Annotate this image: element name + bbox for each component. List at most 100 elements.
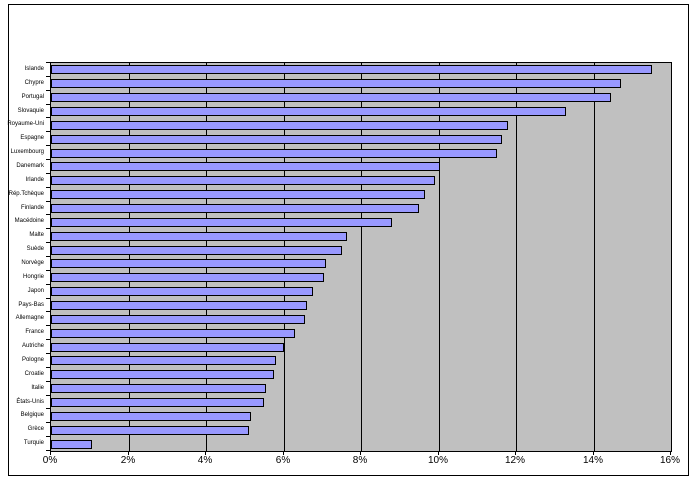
y-axis-tick bbox=[46, 117, 50, 118]
gridline bbox=[284, 63, 285, 451]
category-label: Danemark bbox=[16, 163, 44, 169]
y-axis-tick bbox=[46, 353, 50, 354]
x-axis-tick-label: 8% bbox=[352, 455, 368, 466]
x-axis-tick bbox=[593, 451, 594, 455]
bar bbox=[51, 246, 342, 255]
bar bbox=[51, 412, 251, 421]
x-axis-tick bbox=[438, 451, 439, 455]
x-axis-tick-label: 0% bbox=[42, 455, 58, 466]
bar bbox=[51, 356, 276, 365]
bar bbox=[51, 370, 274, 379]
gridline bbox=[206, 63, 207, 451]
y-axis-tick bbox=[46, 228, 50, 229]
bar bbox=[51, 329, 295, 338]
category-label: Turquie bbox=[23, 440, 44, 446]
x-axis-tick-label: 12% bbox=[504, 455, 526, 466]
x-axis-tick bbox=[283, 451, 284, 455]
x-axis-tick bbox=[360, 451, 361, 455]
category-label: Islande bbox=[24, 66, 44, 72]
category-label: France bbox=[25, 329, 44, 335]
category-label: Italie bbox=[31, 385, 44, 391]
y-axis-tick bbox=[46, 131, 50, 132]
bar bbox=[51, 384, 266, 393]
y-axis-tick bbox=[46, 145, 50, 146]
category-label: Espagne bbox=[20, 135, 44, 141]
bar bbox=[51, 398, 264, 407]
bar bbox=[51, 149, 497, 158]
category-label: Belgique bbox=[20, 412, 44, 418]
bar bbox=[51, 259, 326, 268]
category-label: Pologne bbox=[21, 357, 44, 363]
x-axis-tick-label: 16% bbox=[659, 455, 681, 466]
y-axis-tick bbox=[46, 201, 50, 202]
bar bbox=[51, 287, 313, 296]
x-axis-tick bbox=[50, 451, 51, 455]
y-axis-tick bbox=[46, 325, 50, 326]
bar bbox=[51, 343, 284, 352]
bar bbox=[51, 162, 440, 171]
category-label: Allemagne bbox=[15, 315, 44, 321]
bar bbox=[51, 176, 435, 185]
y-axis-tick bbox=[46, 436, 50, 437]
y-axis-tick bbox=[46, 214, 50, 215]
y-axis-tick bbox=[46, 395, 50, 396]
bar bbox=[51, 426, 249, 435]
category-label: Portugal bbox=[21, 94, 44, 100]
y-axis-tick bbox=[46, 242, 50, 243]
y-axis-tick bbox=[46, 104, 50, 105]
y-axis-tick bbox=[46, 90, 50, 91]
category-label: Hongrie bbox=[22, 274, 44, 280]
category-label: Croatie bbox=[24, 371, 44, 377]
x-axis-tick-label: 10% bbox=[427, 455, 449, 466]
gridline bbox=[439, 63, 440, 451]
bar bbox=[51, 107, 566, 116]
bar bbox=[51, 93, 611, 102]
category-label: Royaume-Uni bbox=[7, 121, 44, 127]
bar bbox=[51, 79, 621, 88]
bar bbox=[51, 273, 324, 282]
y-axis-tick bbox=[46, 284, 50, 285]
x-axis-tick-label: 14% bbox=[582, 455, 604, 466]
bar bbox=[51, 204, 419, 213]
category-label: Finlande bbox=[20, 205, 44, 211]
category-label: Luxembourg bbox=[10, 149, 44, 155]
bar bbox=[51, 190, 425, 199]
y-axis-tick bbox=[46, 298, 50, 299]
plot-area bbox=[50, 62, 672, 452]
y-axis-tick bbox=[46, 187, 50, 188]
bar bbox=[51, 232, 347, 241]
bar bbox=[51, 135, 502, 144]
y-axis-tick bbox=[46, 311, 50, 312]
y-axis-tick bbox=[46, 367, 50, 368]
y-axis-tick bbox=[46, 339, 50, 340]
y-axis-tick bbox=[46, 173, 50, 174]
y-axis-tick bbox=[46, 381, 50, 382]
bar bbox=[51, 65, 652, 74]
gridline bbox=[361, 63, 362, 451]
category-label: Irlande bbox=[25, 177, 44, 183]
category-label: Autriche bbox=[21, 343, 44, 349]
y-axis-tick bbox=[46, 408, 50, 409]
category-label: Chypre bbox=[24, 80, 44, 86]
gridline bbox=[129, 63, 130, 451]
y-axis-tick bbox=[46, 62, 50, 63]
category-label: Japon bbox=[27, 288, 44, 294]
y-axis-tick bbox=[46, 422, 50, 423]
bar bbox=[51, 440, 92, 449]
x-axis-tick bbox=[670, 451, 671, 455]
category-label: Norvège bbox=[21, 260, 44, 266]
gridline bbox=[516, 63, 517, 451]
x-axis-tick bbox=[515, 451, 516, 455]
category-label: Grèce bbox=[27, 426, 44, 432]
category-label: Rép.Tchèque bbox=[8, 191, 44, 197]
bar bbox=[51, 315, 305, 324]
y-axis-tick bbox=[46, 270, 50, 271]
x-axis-tick bbox=[205, 451, 206, 455]
y-axis-tick bbox=[46, 256, 50, 257]
bar bbox=[51, 218, 392, 227]
gridline bbox=[594, 63, 595, 451]
category-label: Suède bbox=[26, 246, 44, 252]
category-label: Macédoine bbox=[14, 218, 44, 224]
y-axis-tick bbox=[46, 450, 50, 451]
